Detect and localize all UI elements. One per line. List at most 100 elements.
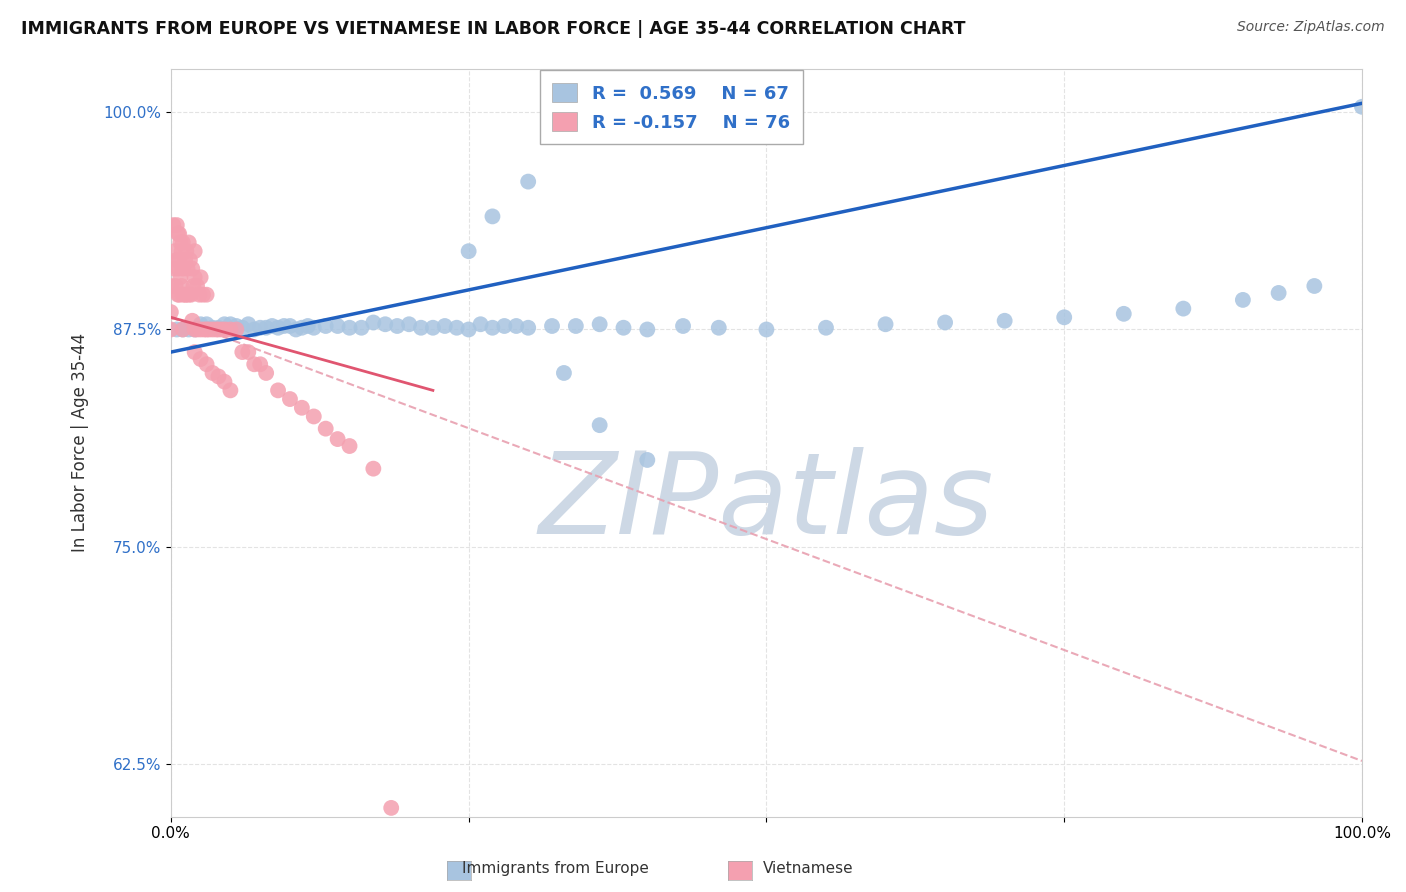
Point	[814, 320, 837, 334]
Point	[172, 235, 194, 250]
Point	[170, 279, 193, 293]
Point	[254, 366, 277, 380]
Point	[457, 322, 479, 336]
Point	[186, 279, 208, 293]
Point	[494, 318, 516, 333]
Point	[207, 322, 229, 336]
Point	[195, 287, 218, 301]
Point	[262, 318, 284, 333]
Point	[238, 318, 260, 332]
Point	[457, 244, 479, 259]
Point	[183, 270, 205, 285]
Point	[374, 318, 396, 332]
Point	[195, 322, 218, 336]
Point	[1267, 285, 1289, 300]
Point	[225, 322, 247, 336]
Point	[278, 392, 301, 406]
Point	[339, 320, 361, 334]
Point	[339, 439, 361, 453]
Point	[326, 432, 349, 446]
Point	[191, 287, 214, 301]
Point	[179, 252, 201, 267]
Point	[166, 218, 188, 232]
Point	[385, 318, 408, 333]
Point	[186, 322, 208, 336]
Point	[315, 422, 337, 436]
Point	[273, 318, 295, 333]
Point	[170, 244, 193, 259]
Point	[163, 244, 186, 259]
Point	[1303, 279, 1326, 293]
Point	[254, 320, 277, 334]
Point	[409, 320, 432, 334]
Point	[190, 318, 212, 332]
Point	[177, 235, 200, 250]
Point	[291, 320, 314, 334]
Point	[755, 322, 778, 336]
Point	[589, 418, 612, 433]
Point	[302, 320, 325, 334]
Point	[672, 318, 695, 333]
Point	[350, 320, 373, 334]
Point	[589, 318, 612, 332]
Point	[167, 287, 190, 301]
Point	[167, 252, 190, 267]
Point	[172, 322, 194, 336]
Point	[1112, 307, 1135, 321]
Point	[214, 322, 236, 336]
Point	[181, 314, 204, 328]
Point	[190, 270, 212, 285]
Point	[541, 318, 564, 333]
Text: Source: ZipAtlas.com: Source: ZipAtlas.com	[1237, 20, 1385, 34]
Point	[565, 318, 588, 333]
Point	[177, 322, 200, 336]
Point	[174, 287, 197, 301]
Point	[167, 227, 190, 241]
Point	[636, 322, 658, 336]
Point	[446, 320, 468, 334]
Point	[1351, 100, 1374, 114]
Point	[169, 270, 191, 285]
Point	[172, 287, 194, 301]
Point	[165, 279, 187, 293]
Point	[163, 261, 186, 276]
Point	[211, 322, 233, 336]
Point	[190, 322, 212, 336]
Point	[214, 375, 236, 389]
Point	[231, 320, 253, 334]
Point	[481, 210, 503, 224]
Point	[363, 316, 385, 330]
Point	[315, 318, 337, 333]
Point	[177, 287, 200, 301]
Point	[422, 320, 444, 334]
Point	[219, 384, 242, 398]
Point	[231, 345, 253, 359]
Point	[201, 320, 224, 334]
Point	[193, 322, 215, 336]
Point	[238, 345, 260, 359]
Point	[207, 320, 229, 334]
Point	[470, 318, 492, 332]
Point	[183, 322, 205, 336]
Point	[166, 322, 188, 336]
Point	[875, 318, 897, 332]
Point	[183, 244, 205, 259]
Point	[172, 322, 194, 336]
Point	[278, 318, 301, 333]
Point	[167, 261, 190, 276]
Point	[326, 318, 349, 333]
Point	[166, 252, 188, 267]
Point	[167, 287, 190, 301]
Text: Vietnamese: Vietnamese	[763, 861, 853, 876]
Point	[243, 357, 266, 371]
Point	[183, 345, 205, 359]
Point	[243, 322, 266, 336]
Point	[363, 461, 385, 475]
Point	[249, 320, 271, 334]
Point	[505, 318, 527, 333]
Point	[176, 287, 198, 301]
Point	[398, 318, 420, 332]
Point	[1173, 301, 1195, 316]
Point	[553, 366, 575, 380]
Point	[195, 357, 218, 371]
